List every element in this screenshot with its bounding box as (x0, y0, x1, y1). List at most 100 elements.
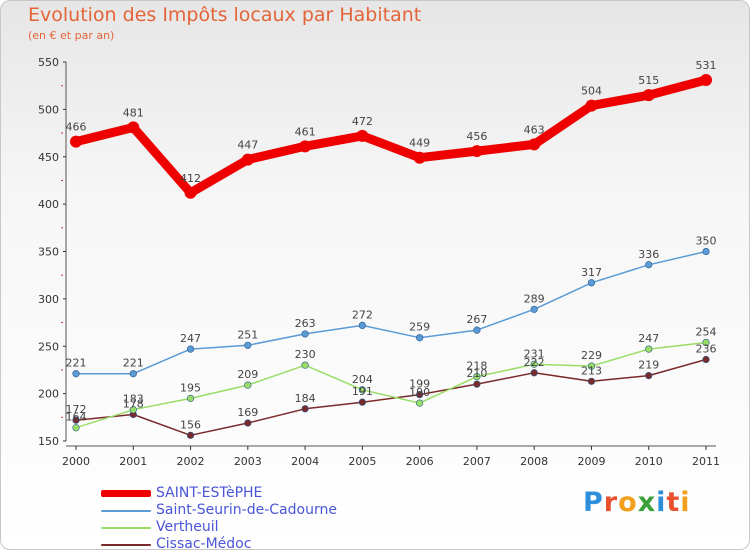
y-tick-label: 200 (38, 388, 59, 401)
x-tick-label: 2001 (119, 455, 147, 468)
data-label: 195 (180, 381, 201, 394)
data-point (416, 399, 424, 407)
data-label: 218 (466, 360, 487, 373)
data-label: 204 (352, 373, 373, 386)
x-tick-label: 2003 (234, 455, 262, 468)
y-tick-label: 550 (38, 56, 59, 69)
x-tick-label: 2009 (577, 455, 605, 468)
data-label: 236 (696, 343, 717, 356)
data-label: 456 (466, 130, 487, 143)
data-label: 515 (638, 74, 659, 87)
proxiti-logo: Proxiti (583, 487, 691, 518)
series-line (75, 250, 707, 375)
data-point (72, 416, 80, 424)
data-label: 230 (295, 348, 316, 361)
data-label: 229 (581, 349, 602, 362)
data-point (530, 305, 538, 313)
data-point (587, 377, 596, 385)
data-point (528, 138, 541, 151)
data-point (587, 362, 596, 370)
series-line (75, 341, 707, 429)
data-label: 449 (409, 137, 430, 150)
data-point (473, 326, 481, 334)
data-label: 259 (409, 321, 430, 334)
x-tick-label: 2005 (348, 455, 376, 468)
data-point (244, 381, 252, 389)
legend-swatch (101, 509, 151, 512)
data-point (301, 405, 309, 413)
data-point (358, 386, 366, 394)
data-label: 466 (66, 121, 87, 134)
data-point (127, 121, 140, 134)
data-point (244, 419, 252, 427)
data-label: 247 (638, 332, 659, 345)
chart-title: Evolution des Impôts locaux par Habitant (28, 4, 422, 26)
data-label: 213 (581, 364, 602, 377)
data-point (70, 135, 82, 148)
data-label: 317 (581, 266, 602, 279)
x-tick-label: 2002 (177, 455, 205, 468)
y-tick-label: 150 (38, 435, 59, 448)
legend-item: Cissac-Médoc (101, 536, 337, 550)
data-point (301, 330, 309, 338)
logo-letter: x (637, 487, 657, 518)
data-point (358, 321, 366, 330)
data-point (186, 394, 195, 402)
legend-item: Vertheuil (101, 519, 337, 536)
data-point (413, 151, 426, 164)
data-label: 210 (466, 367, 487, 380)
data-label: 481 (123, 106, 144, 119)
data-point (184, 186, 197, 199)
data-label: 251 (237, 328, 258, 341)
chart-subtitle: (en € et par an) (28, 29, 115, 42)
data-label: 209 (237, 368, 258, 381)
data-label: 183 (123, 393, 144, 406)
legend-label: Vertheuil (156, 519, 219, 535)
data-point (356, 129, 369, 142)
logo-letter: P (583, 487, 604, 518)
data-point (416, 390, 424, 399)
data-label: 472 (352, 115, 373, 128)
data-label: 190 (409, 386, 430, 399)
data-point (530, 360, 538, 368)
data-label: 447 (237, 139, 258, 152)
data-point (416, 334, 424, 342)
data-label: 531 (696, 59, 717, 72)
data-label: 221 (66, 357, 87, 370)
data-label: 169 (237, 406, 258, 419)
data-point (473, 380, 481, 388)
data-label: 199 (409, 378, 430, 391)
x-tick-label: 2011 (692, 455, 720, 468)
data-point (186, 345, 195, 353)
x-tick-label: 2008 (520, 455, 548, 468)
data-point (72, 370, 80, 378)
x-tick-label: 2000 (62, 455, 90, 468)
logo-letter: t (666, 487, 681, 518)
data-point (700, 74, 712, 87)
data-point (642, 89, 655, 102)
data-point (301, 361, 309, 369)
series-line (71, 75, 711, 198)
data-label: 289 (524, 292, 545, 305)
data-label: 221 (123, 357, 144, 370)
data-label: 272 (352, 308, 373, 321)
data-point (702, 355, 710, 364)
data-label: 463 (524, 123, 545, 136)
x-tick-label: 2007 (463, 455, 491, 468)
data-point (702, 247, 710, 256)
chart-legend: SAINT-ESTèPHE Saint-Seurin-de-Cadourne Ver… (101, 485, 337, 550)
data-point (186, 431, 195, 439)
data-label: 350 (696, 235, 717, 248)
x-tick-label: 2006 (406, 455, 434, 468)
data-label: 254 (696, 325, 717, 338)
data-label: 172 (66, 403, 87, 416)
legend-label: SAINT-ESTèPHE (156, 485, 263, 501)
y-tick-label: 350 (38, 246, 59, 259)
data-point (473, 372, 481, 381)
y-tick-label: 450 (38, 151, 59, 164)
data-label: 504 (581, 85, 602, 98)
legend-label: Cissac-Médoc (156, 536, 252, 550)
data-point (645, 345, 653, 353)
data-point (129, 406, 137, 414)
